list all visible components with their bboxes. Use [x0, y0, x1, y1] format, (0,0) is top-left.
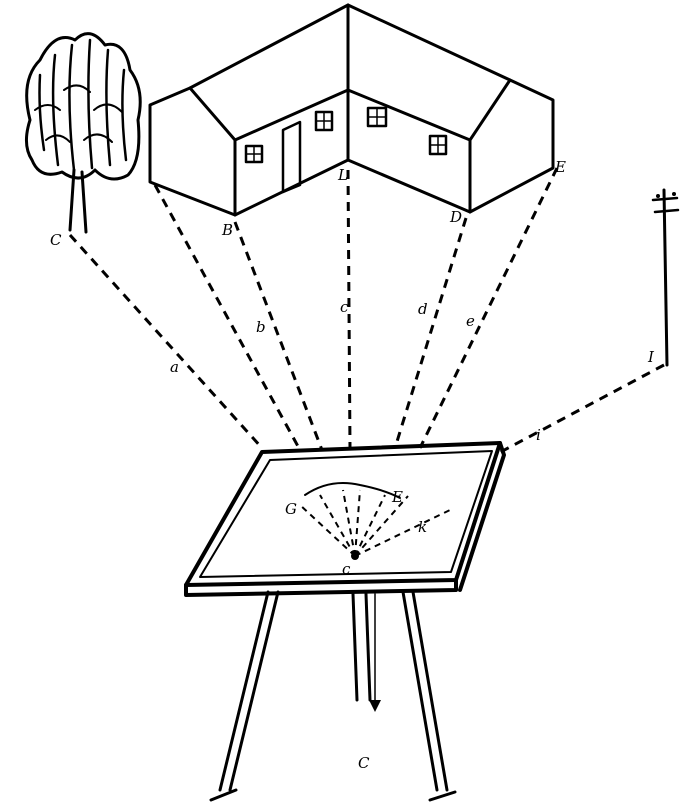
label-ray-a: a	[170, 358, 179, 376]
telegraph-pole	[651, 188, 680, 367]
ray-b	[233, 221, 324, 451]
label-ray-d: d	[418, 300, 428, 318]
label-house-left-base: B	[221, 221, 233, 239]
sight-rays	[68, 167, 665, 457]
label-board-g: G	[285, 500, 297, 518]
house-window	[244, 144, 264, 164]
label-ray-b: b	[256, 318, 266, 336]
plane-table	[184, 441, 506, 802]
label-board-k: k	[418, 518, 427, 536]
label-tree-point: C	[50, 231, 62, 249]
ray-a	[68, 233, 264, 450]
labels: C B L D E I a b c d e i G E k c C	[50, 158, 655, 772]
ray-i	[494, 363, 665, 457]
house	[148, 3, 555, 217]
plumb-bob	[369, 700, 381, 712]
ray-a2	[153, 184, 302, 451]
label-board-e: E	[391, 488, 403, 506]
house-window	[366, 106, 388, 128]
label-pole-point: I	[647, 348, 655, 366]
tree	[25, 32, 142, 234]
house-window	[428, 134, 448, 156]
ray-c	[346, 169, 352, 449]
label-house-right-inner: D	[449, 208, 462, 226]
plotted-rays	[299, 482, 451, 557]
label-ray-c: c	[340, 298, 349, 316]
ray-d	[393, 217, 468, 449]
label-house-center-base: L	[337, 166, 348, 184]
label-house-right-base: E	[554, 158, 566, 176]
label-plumb: C	[358, 754, 370, 772]
label-ray-i: i	[536, 426, 541, 444]
ray-e	[418, 167, 559, 449]
label-ray-e: e	[466, 312, 475, 330]
label-station: c	[342, 560, 351, 578]
station-point	[351, 552, 359, 560]
house-window	[314, 110, 334, 132]
